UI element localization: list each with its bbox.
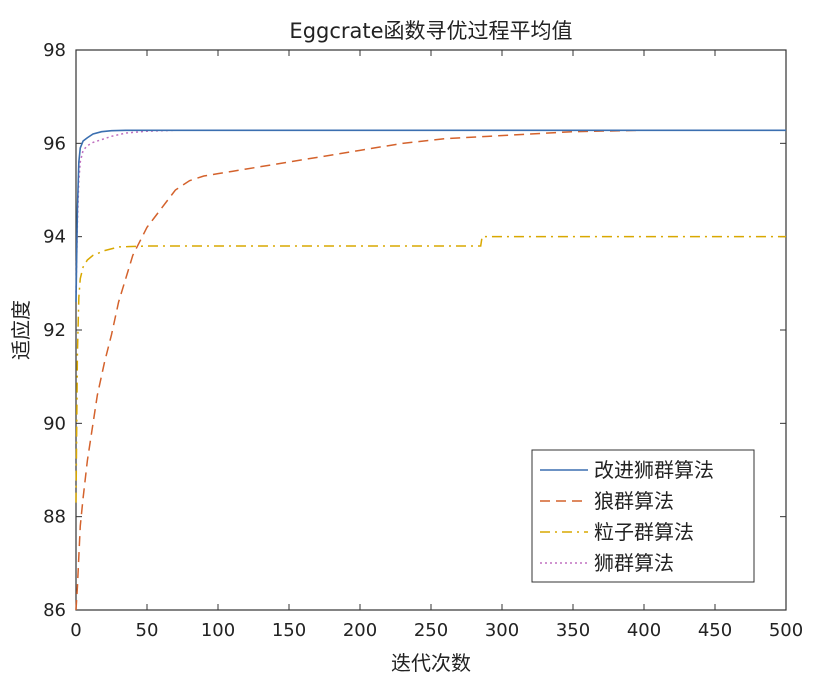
x-tick-label: 400: [627, 620, 661, 641]
x-tick-label: 0: [70, 620, 81, 641]
x-tick-label: 350: [556, 620, 590, 641]
legend-label: 狮群算法: [594, 551, 674, 575]
axis-ticks: 0 50 100 150 200 250 300 350 400 450 500 86 88 90 92 94…: [43, 40, 803, 641]
series-line-3: [75, 235, 786, 503]
x-tick-label: 100: [201, 620, 235, 641]
chart-title: Eggcrate函数寻优过程平均值: [289, 19, 572, 43]
legend-label: 狼群算法: [594, 489, 674, 513]
x-tick-label: 250: [414, 620, 448, 641]
y-tick-label: 96: [43, 133, 66, 154]
series-line-1: [75, 129, 786, 303]
x-axis-title: 迭代次数: [391, 651, 471, 675]
series-line-4: [75, 129, 786, 293]
series-line-2: [75, 129, 786, 611]
y-axis-title: 适应度: [9, 300, 33, 360]
y-tick-label: 88: [43, 507, 66, 528]
x-tick-label: 150: [272, 620, 306, 641]
legend-box: [531, 449, 755, 583]
x-tick-label: 200: [343, 620, 377, 641]
x-tick-label: 450: [698, 620, 732, 641]
y-tick-label: 86: [43, 600, 66, 621]
x-tick-label: 500: [769, 620, 803, 641]
legend-label: 粒子群算法: [594, 520, 694, 544]
legend-label: 改进狮群算法: [594, 458, 714, 482]
series-lines: [75, 129, 786, 611]
x-tick-label: 300: [485, 620, 519, 641]
y-tick-label: 94: [43, 227, 66, 248]
x-tick-label: 50: [136, 620, 159, 641]
y-tick-label: 92: [43, 320, 66, 341]
y-tick-label: 90: [43, 413, 66, 434]
y-tick-label: 98: [43, 40, 66, 61]
